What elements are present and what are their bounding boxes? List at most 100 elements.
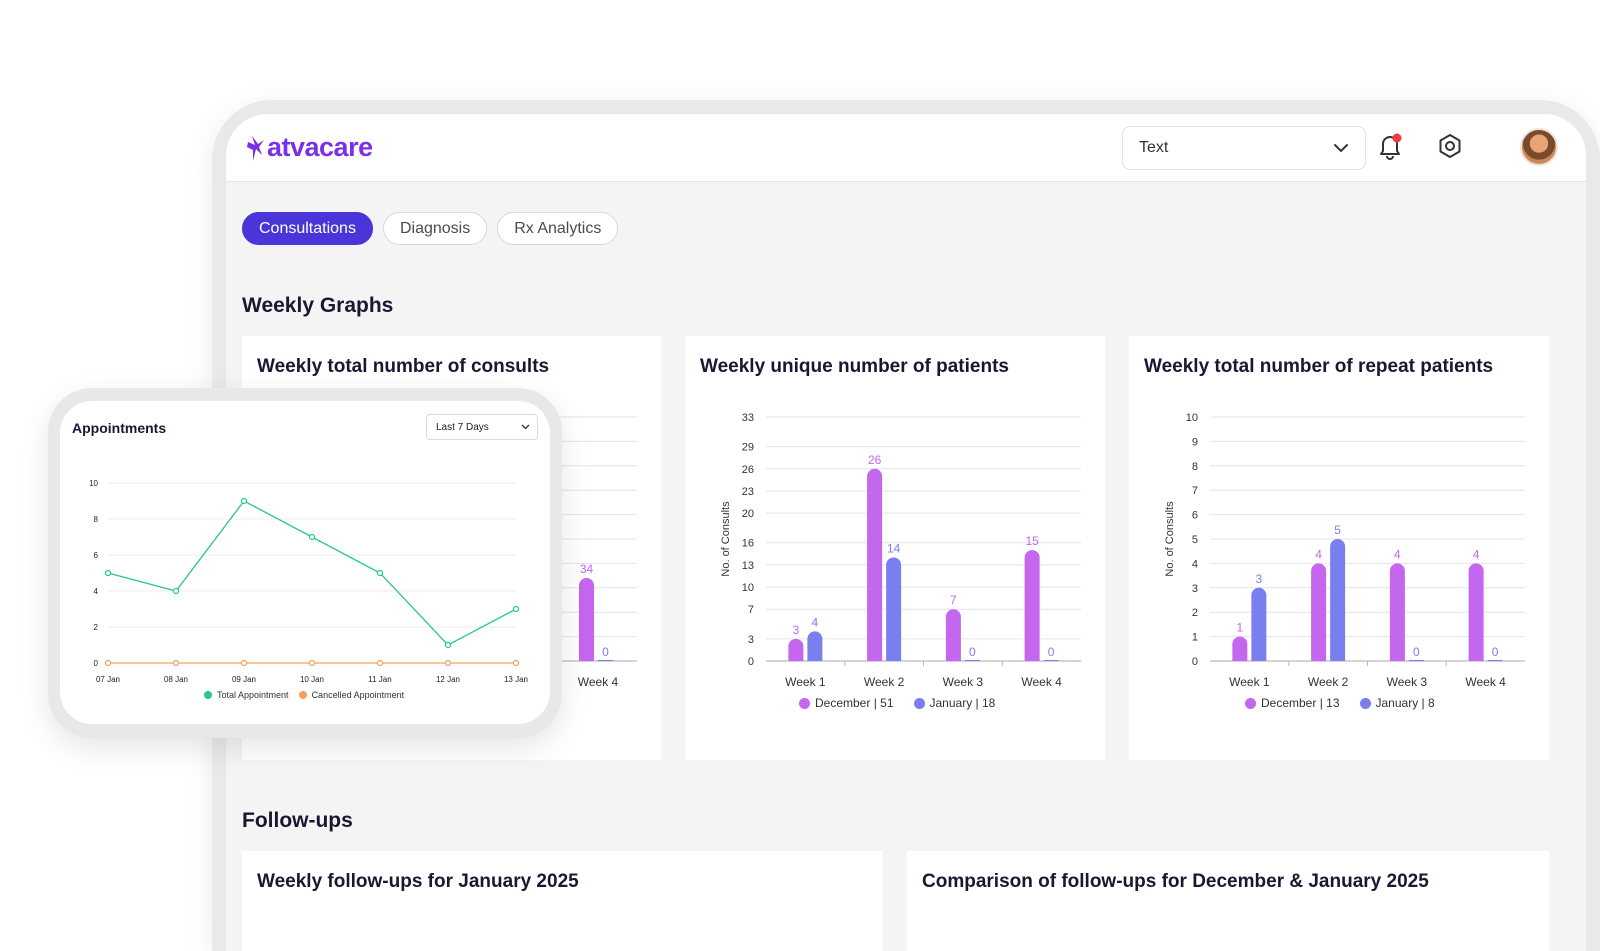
- gear-icon: [1439, 134, 1461, 158]
- x-tick-label: Week 2: [1308, 675, 1349, 689]
- y-tick-label: 3: [748, 634, 754, 646]
- legend-item-january[interactable]: January | 8: [1359, 696, 1435, 710]
- series-line: [107, 500, 517, 646]
- card-weekly-follow-ups: Weekly follow-ups for January 2025: [242, 851, 883, 951]
- legend-item-january[interactable]: January | 18: [913, 696, 995, 710]
- chart-weekly-unique-patients: 0 3 7 10 13 16 20 23 26 29 33 No. of Consults Week 1…: [720, 412, 1081, 689]
- card-title: Weekly follow-ups for January 2025: [257, 871, 579, 892]
- appointments-title: Appointments: [72, 420, 167, 436]
- legend-label: Cancelled Appointment: [311, 690, 405, 700]
- y-tick-label: 0: [748, 656, 754, 668]
- x-tick-label: Week 4: [578, 675, 619, 689]
- x-tick-label: Week 1: [1229, 675, 1270, 689]
- bar-value-label: 0: [1048, 645, 1055, 659]
- y-tick-label: 29: [742, 442, 754, 454]
- x-tick-label: Week 4: [1465, 675, 1506, 689]
- data-point: [308, 533, 316, 541]
- card-title: Weekly total number of consults: [257, 356, 550, 377]
- card-weekly-repeat-patients: Weekly total number of repeat patients 0…: [1129, 336, 1549, 760]
- data-point: [104, 659, 112, 667]
- tab-rx-analytics[interactable]: Rx Analytics: [497, 212, 619, 245]
- range-select-value: Last 7 Days: [436, 421, 489, 433]
- section-title-weekly-graphs: Weekly Graphs: [242, 294, 394, 317]
- bar: [1468, 563, 1484, 661]
- x-tick-label: 10 Jan: [300, 675, 324, 684]
- data-point: [240, 497, 248, 505]
- y-tick-label: 9: [1192, 436, 1198, 448]
- appointments-legend: Total Appointment Cancelled Appointment: [204, 690, 404, 700]
- bar-value-label: 3: [793, 623, 800, 637]
- card-follow-ups-comparison: Comparison of follow-ups for December & …: [907, 851, 1549, 951]
- dropdown-value: Text: [1139, 139, 1169, 156]
- data-point: [512, 605, 520, 613]
- range-select[interactable]: Last 7 Days: [426, 414, 538, 440]
- card-title: Weekly total number of repeat patients: [1144, 356, 1494, 377]
- data-point: [308, 659, 316, 667]
- chart-weekly-consults: Week 4 34 0: [532, 416, 637, 689]
- logo[interactable]: atvacare: [244, 132, 373, 163]
- y-tick-label: 6: [94, 551, 99, 560]
- tab-diagnosis[interactable]: Diagnosis: [382, 212, 488, 245]
- chart-legend: December | 51 January | 18: [799, 696, 995, 710]
- settings-button[interactable]: [1436, 132, 1464, 160]
- chart-appointments: 0 2 4 6 8 10 07 Jan 08 Jan 09 Jan 10 Jan 11 Jan 12 …: [89, 479, 528, 684]
- data-point: [376, 569, 384, 577]
- y-tick-label: 16: [742, 538, 754, 550]
- bar-value-label: 0: [602, 645, 609, 659]
- data-point: [376, 659, 384, 667]
- top-dropdown[interactable]: Text: [1122, 126, 1366, 170]
- y-tick-label: 23: [742, 486, 754, 498]
- bar: [1389, 563, 1405, 661]
- x-tick-label: 07 Jan: [96, 675, 120, 684]
- bar: [945, 609, 961, 661]
- y-tick-label: 1: [1192, 632, 1198, 644]
- legend-label: January | 8: [1375, 696, 1435, 710]
- chart-legend: December | 13 January | 8: [1245, 696, 1435, 710]
- x-tick-label: Week 4: [1021, 675, 1062, 689]
- y-tick-label: 8: [94, 515, 99, 524]
- x-tick-label: 13 Jan: [504, 675, 528, 684]
- top-bar: atvacare Text: [226, 114, 1586, 182]
- data-point: [240, 659, 248, 667]
- card-title: Weekly unique number of patients: [700, 356, 1009, 377]
- data-point: [172, 587, 180, 595]
- y-tick-label: 5: [1192, 534, 1198, 546]
- logo-text: atvacare: [267, 132, 373, 162]
- y-tick-label: 4: [94, 587, 99, 596]
- bar-value-label: 14: [887, 541, 901, 555]
- y-tick-label: 33: [742, 412, 754, 424]
- x-tick-label: Week 3: [1387, 675, 1428, 689]
- data-point: [444, 641, 452, 649]
- bar: [788, 638, 804, 661]
- y-tick-label: 0: [94, 659, 99, 668]
- chevron-down-icon: [1334, 144, 1348, 153]
- section-title-follow-ups: Follow-ups: [242, 809, 353, 832]
- bar-value-label: 3: [1256, 572, 1263, 586]
- bar: [579, 578, 594, 661]
- x-tick-label: Week 1: [785, 675, 826, 689]
- legend-item-cancelled[interactable]: Cancelled Appointment: [298, 690, 405, 700]
- legend-item-december[interactable]: December | 13: [1245, 696, 1340, 710]
- bar-value-label: 1: [1237, 621, 1244, 635]
- y-axis-label: No. of Consults: [720, 501, 732, 577]
- avatar[interactable]: [1520, 128, 1558, 166]
- y-tick-label: 6: [1192, 510, 1198, 522]
- legend-item-december[interactable]: December | 51: [799, 696, 894, 710]
- y-tick-label: 7: [748, 604, 754, 616]
- y-tick-label: 13: [742, 560, 754, 572]
- y-tick-label: 26: [742, 464, 754, 476]
- tab-bar: Consultations Diagnosis Rx Analytics: [242, 212, 619, 245]
- y-tick-label: 20: [742, 508, 754, 520]
- bar: [1311, 563, 1327, 661]
- notifications-button[interactable]: [1376, 132, 1404, 160]
- data-point: [104, 569, 112, 577]
- tab-consultations[interactable]: Consultations: [242, 212, 373, 245]
- bar: [1043, 660, 1059, 661]
- legend-label: Total Appointment: [217, 690, 289, 700]
- appointments-card: Appointments Last 7 Days 0 2 4 6 8 10 07 Jan 08…: [60, 401, 550, 724]
- legend-item-total[interactable]: Total Appointment: [204, 690, 289, 700]
- bar: [1408, 660, 1424, 661]
- x-tick-label: 12 Jan: [436, 675, 460, 684]
- x-tick-label: 11 Jan: [368, 675, 391, 684]
